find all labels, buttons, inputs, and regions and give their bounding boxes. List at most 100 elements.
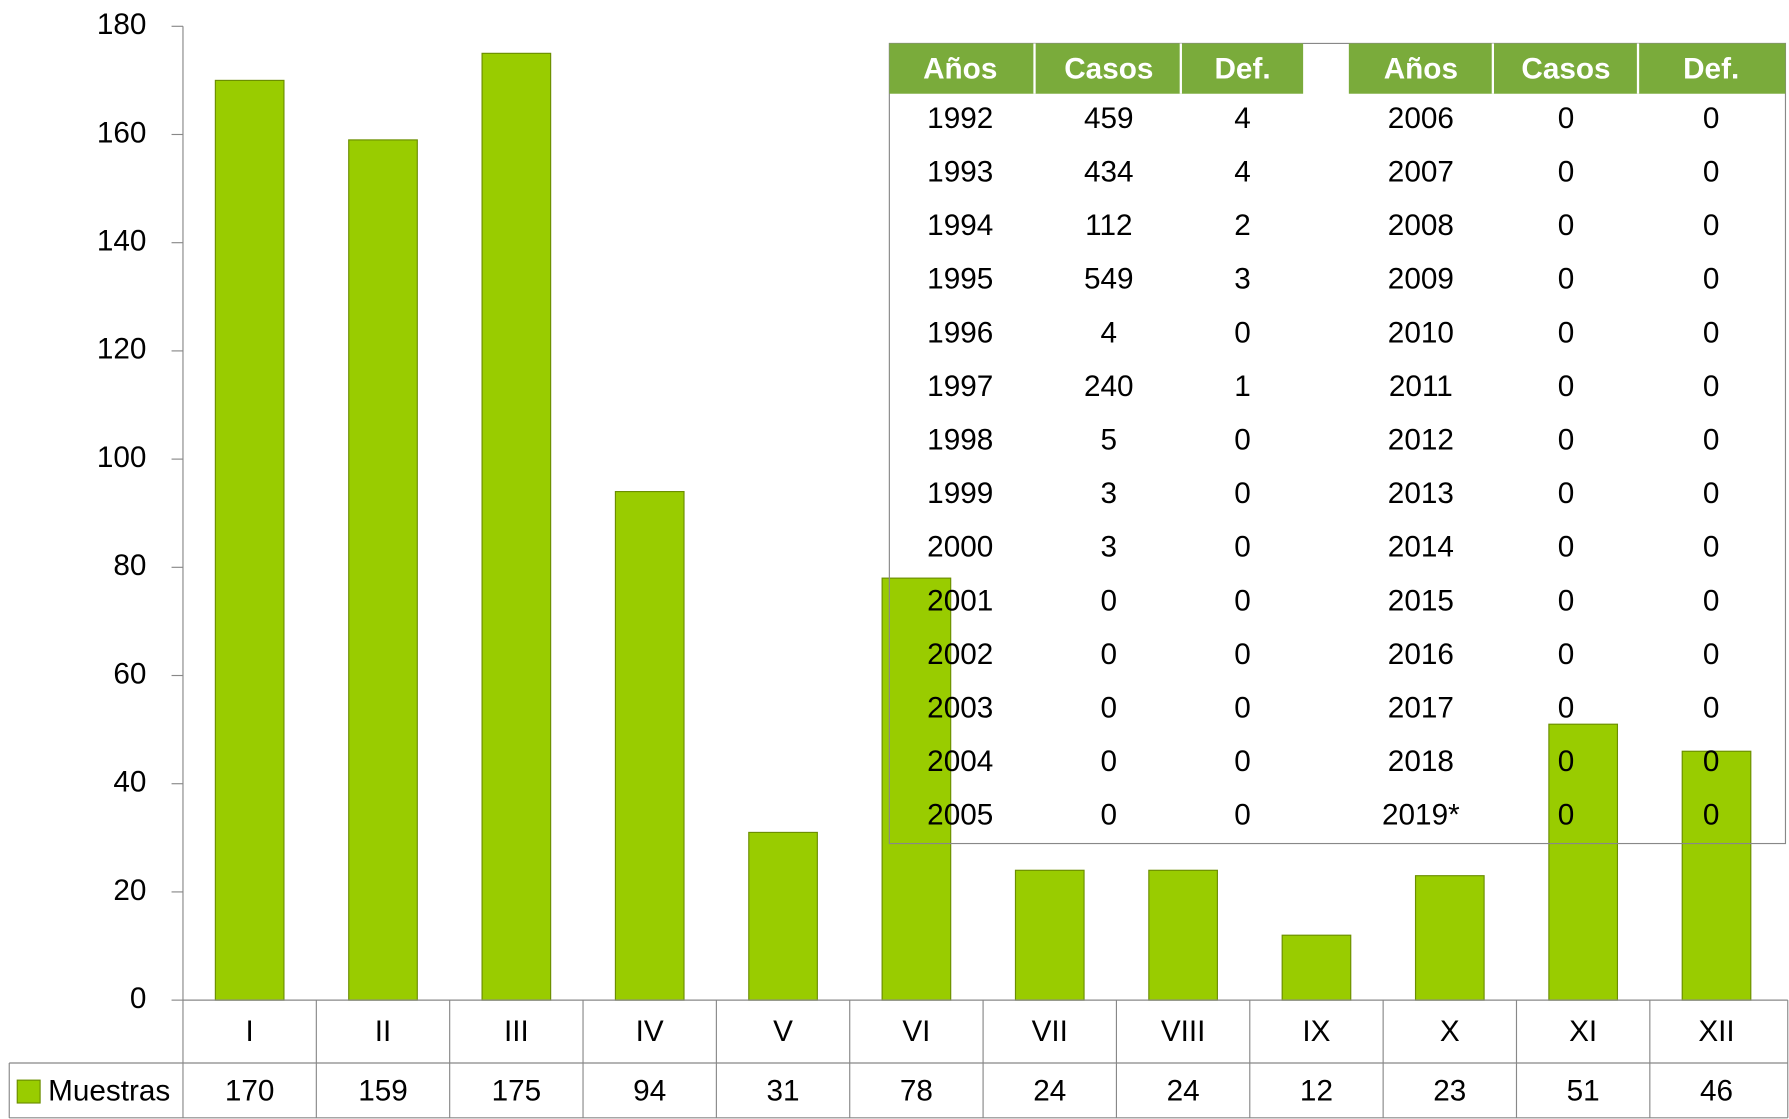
table-cell: 0 [1101,692,1118,725]
bar [1414,875,1485,1001]
table-cell: 2019* [1382,799,1460,832]
table-cell: 2014 [1388,531,1454,564]
table-cell: 1 [1234,370,1251,403]
table-cell: 0 [1234,745,1251,778]
table-cell: 3 [1234,263,1251,296]
table-cell: 2009 [1388,263,1454,296]
x-tick-label: XI [1569,1015,1597,1048]
table-cell: 2003 [927,692,993,725]
table-cell: 2000 [927,531,993,564]
table-cell: 0 [1558,477,1575,510]
table-value: 159 [358,1075,408,1108]
table-cell: 2008 [1388,209,1454,242]
table-value: 175 [492,1075,542,1108]
table-cell: 0 [1234,424,1251,457]
table-cell: 2018 [1388,745,1454,778]
table-cell: 2011 [1389,370,1453,403]
x-tick-label: V [773,1015,793,1048]
x-tick-label: VI [902,1015,930,1048]
table-cell: 459 [1084,102,1134,135]
table-cell: 0 [1234,799,1251,832]
table-cell: 0 [1234,316,1251,349]
table-value: 24 [1033,1075,1066,1108]
y-tick-label: 60 [113,657,146,690]
table-cell: 2016 [1388,638,1454,671]
table-cell: 0 [1234,692,1251,725]
table-cell: 0 [1558,799,1575,832]
table-cell: 0 [1558,155,1575,188]
table-cell: 0 [1703,209,1720,242]
table-cell: 3 [1101,477,1118,510]
table-value: 24 [1167,1075,1200,1108]
table-cell: 0 [1703,584,1720,617]
table-cell: 0 [1703,531,1720,564]
table-header: Años [1384,53,1458,86]
bar [1014,869,1085,1001]
legend-key [16,1079,41,1104]
table-cell: 0 [1703,477,1720,510]
bar [1548,723,1619,1001]
table-header: Def. [1683,53,1739,86]
table-cell: 3 [1101,531,1118,564]
bar [1281,934,1352,1001]
table-cell: 5 [1101,424,1118,457]
table-cell: 0 [1234,477,1251,510]
table-cell: 0 [1101,799,1118,832]
table-cell: 2012 [1388,424,1454,457]
table-cell: 0 [1703,263,1720,296]
table-cell: 0 [1558,584,1575,617]
table-value: 12 [1300,1075,1333,1108]
table-cell: 0 [1703,745,1720,778]
table-cell: 0 [1558,263,1575,296]
y-tick-label: 20 [113,874,146,907]
bar [1681,750,1752,1001]
table-header-bg [889,43,1304,94]
table-cell: 2 [1234,209,1251,242]
y-tick-label: 40 [113,766,146,799]
table-cell: 2017 [1388,692,1454,725]
bar [1148,869,1218,1001]
table-cell: 0 [1703,424,1720,457]
table-value: 170 [225,1075,275,1108]
table-cell: 1999 [927,477,993,510]
table-cell: 0 [1558,531,1575,564]
table-border [888,42,1787,845]
table-cell: 112 [1085,209,1132,242]
table-cell: 1998 [927,424,993,457]
table-value: 31 [767,1075,800,1108]
table-header: Casos [1064,53,1153,86]
table-header: Def. [1214,53,1270,86]
table-cell: 0 [1558,316,1575,349]
table-cell: 2002 [927,638,993,671]
table-cell: 0 [1703,799,1720,832]
bar [881,577,952,1001]
table-value: 46 [1700,1075,1733,1108]
y-tick-label: 0 [130,982,147,1015]
table-cell: 0 [1703,316,1720,349]
table-cell: 434 [1084,155,1134,188]
table-cell: 1994 [927,209,993,242]
x-tick-label: I [246,1015,254,1048]
table-cell: 0 [1558,370,1575,403]
y-tick-label: 160 [97,116,147,149]
table-cell: 0 [1703,102,1720,135]
table-cell: 2007 [1388,155,1454,188]
y-tick-label: 80 [113,549,146,582]
y-tick-label: 140 [97,225,147,258]
table-cell: 2006 [1388,102,1454,135]
table-cell: 0 [1234,638,1251,671]
y-tick-label: 180 [97,8,147,41]
table-cell: 2010 [1388,316,1454,349]
table-cell: 0 [1101,584,1118,617]
table-header: Casos [1521,53,1610,86]
bar [748,831,818,1001]
table-cell: 0 [1558,424,1575,457]
bar [614,490,685,1001]
table-value: 23 [1433,1075,1466,1108]
table-cell: 0 [1703,155,1720,188]
table-cell: 0 [1558,745,1575,778]
table-cell: 1996 [927,316,993,349]
bar [348,139,418,1001]
table-header: Años [923,53,997,86]
